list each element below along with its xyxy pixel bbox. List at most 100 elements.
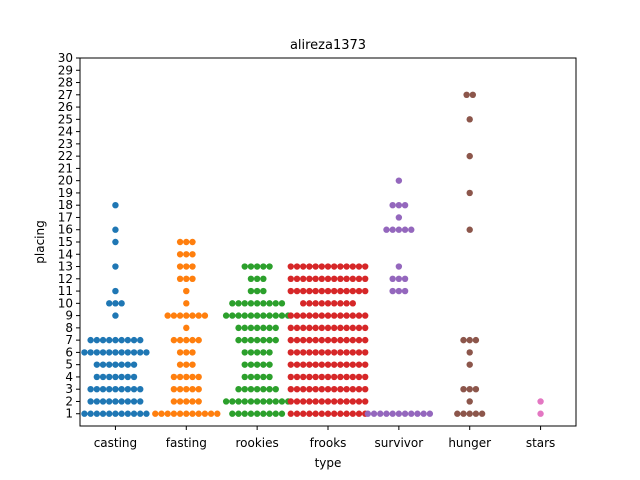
data-point-fasting — [189, 386, 196, 393]
data-point-frooks — [343, 312, 350, 319]
data-point-frooks — [287, 275, 294, 282]
data-point-rookies — [235, 410, 242, 417]
data-point-survivor — [401, 226, 409, 233]
data-point-rookies — [253, 263, 261, 270]
data-point-frooks — [337, 312, 344, 319]
y-tick-label: 16 — [58, 223, 73, 237]
data-point-frooks — [300, 300, 307, 307]
y-axis: 1234567891011121314151617181920212223242… — [58, 51, 80, 421]
data-point-survivor — [383, 410, 390, 417]
y-tick-label: 17 — [58, 210, 73, 224]
data-point-frooks — [287, 373, 294, 381]
data-point-casting — [137, 386, 144, 393]
data-point-frooks — [349, 398, 356, 405]
data-point-frooks — [293, 386, 301, 393]
data-point-frooks — [349, 287, 356, 295]
data-point-frooks — [318, 349, 325, 356]
data-point-fasting — [176, 361, 184, 368]
data-point-rookies — [266, 300, 273, 307]
data-point-rookies — [272, 300, 279, 307]
data-point-casting — [112, 238, 119, 246]
data-point-frooks — [293, 312, 301, 319]
data-point-survivor — [401, 410, 409, 417]
data-point-hunger — [454, 410, 461, 417]
data-point-fasting — [195, 410, 202, 417]
data-point-frooks — [287, 386, 294, 393]
data-point-fasting — [189, 373, 196, 381]
data-point-casting — [130, 349, 138, 356]
data-point-frooks — [349, 336, 356, 344]
y-tick-label: 28 — [58, 76, 73, 90]
data-point-fasting — [183, 287, 190, 295]
data-point-fasting — [164, 312, 171, 319]
data-point-rookies — [266, 373, 273, 381]
data-point-survivor — [377, 410, 384, 417]
data-point-rookies — [241, 349, 248, 356]
data-point-frooks — [318, 263, 325, 270]
data-point-rookies — [253, 373, 261, 381]
data-point-frooks — [349, 324, 356, 332]
data-point-frooks — [324, 287, 332, 295]
plot-frame — [79, 57, 577, 427]
data-point-casting — [112, 226, 119, 233]
data-point-frooks — [324, 361, 332, 368]
data-point-fasting — [189, 336, 196, 344]
data-point-fasting — [176, 263, 184, 270]
data-point-rookies — [260, 410, 267, 417]
data-point-frooks — [306, 361, 313, 368]
data-point-casting — [143, 410, 150, 417]
data-point-rookies — [241, 386, 248, 393]
data-point-survivor — [395, 214, 403, 221]
data-point-rookies — [253, 287, 261, 295]
data-point-frooks — [362, 324, 369, 332]
y-tick-label: 20 — [58, 174, 73, 188]
data-point-frooks — [300, 263, 307, 270]
data-point-hunger — [478, 410, 486, 417]
y-tick-label: 2 — [65, 394, 73, 408]
data-point-frooks — [362, 263, 369, 270]
data-point-fasting — [152, 410, 159, 417]
data-point-frooks — [337, 410, 344, 417]
data-point-casting — [130, 361, 138, 368]
data-point-frooks — [362, 287, 369, 295]
data-point-frooks — [337, 398, 344, 405]
data-point-casting — [99, 373, 107, 381]
y-tick-label: 27 — [58, 88, 73, 102]
data-point-casting — [118, 349, 125, 356]
data-point-frooks — [306, 373, 313, 381]
data-point-frooks — [293, 324, 301, 332]
data-point-frooks — [312, 349, 319, 356]
data-point-frooks — [362, 349, 369, 356]
data-point-survivor — [395, 226, 403, 233]
data-point-rookies — [253, 386, 261, 393]
data-point-rookies — [253, 349, 261, 356]
data-point-fasting — [195, 312, 202, 319]
data-point-casting — [124, 336, 132, 344]
y-tick-label: 15 — [58, 235, 73, 249]
data-point-frooks — [331, 349, 338, 356]
data-point-fasting — [183, 373, 190, 381]
data-point-casting — [106, 361, 113, 368]
data-point-casting — [87, 336, 94, 344]
data-point-fasting — [176, 349, 184, 356]
data-point-fasting — [170, 410, 178, 417]
data-point-hunger — [460, 336, 467, 344]
data-point-frooks — [312, 263, 319, 270]
data-point-rookies — [266, 312, 273, 319]
data-point-fasting — [183, 300, 190, 307]
data-point-casting — [130, 373, 138, 381]
data-point-frooks — [343, 324, 350, 332]
data-point-rookies — [235, 324, 242, 332]
data-point-fasting — [183, 275, 190, 282]
data-point-fasting — [176, 373, 184, 381]
data-point-frooks — [343, 275, 350, 282]
data-point-survivor — [364, 410, 372, 417]
data-point-frooks — [293, 263, 301, 270]
data-point-hunger — [466, 226, 473, 233]
data-point-rookies — [266, 349, 273, 356]
data-point-frooks — [362, 361, 369, 368]
data-point-casting — [106, 336, 113, 344]
data-point-rookies — [260, 349, 267, 356]
data-point-frooks — [293, 336, 301, 344]
data-point-frooks — [312, 336, 319, 344]
